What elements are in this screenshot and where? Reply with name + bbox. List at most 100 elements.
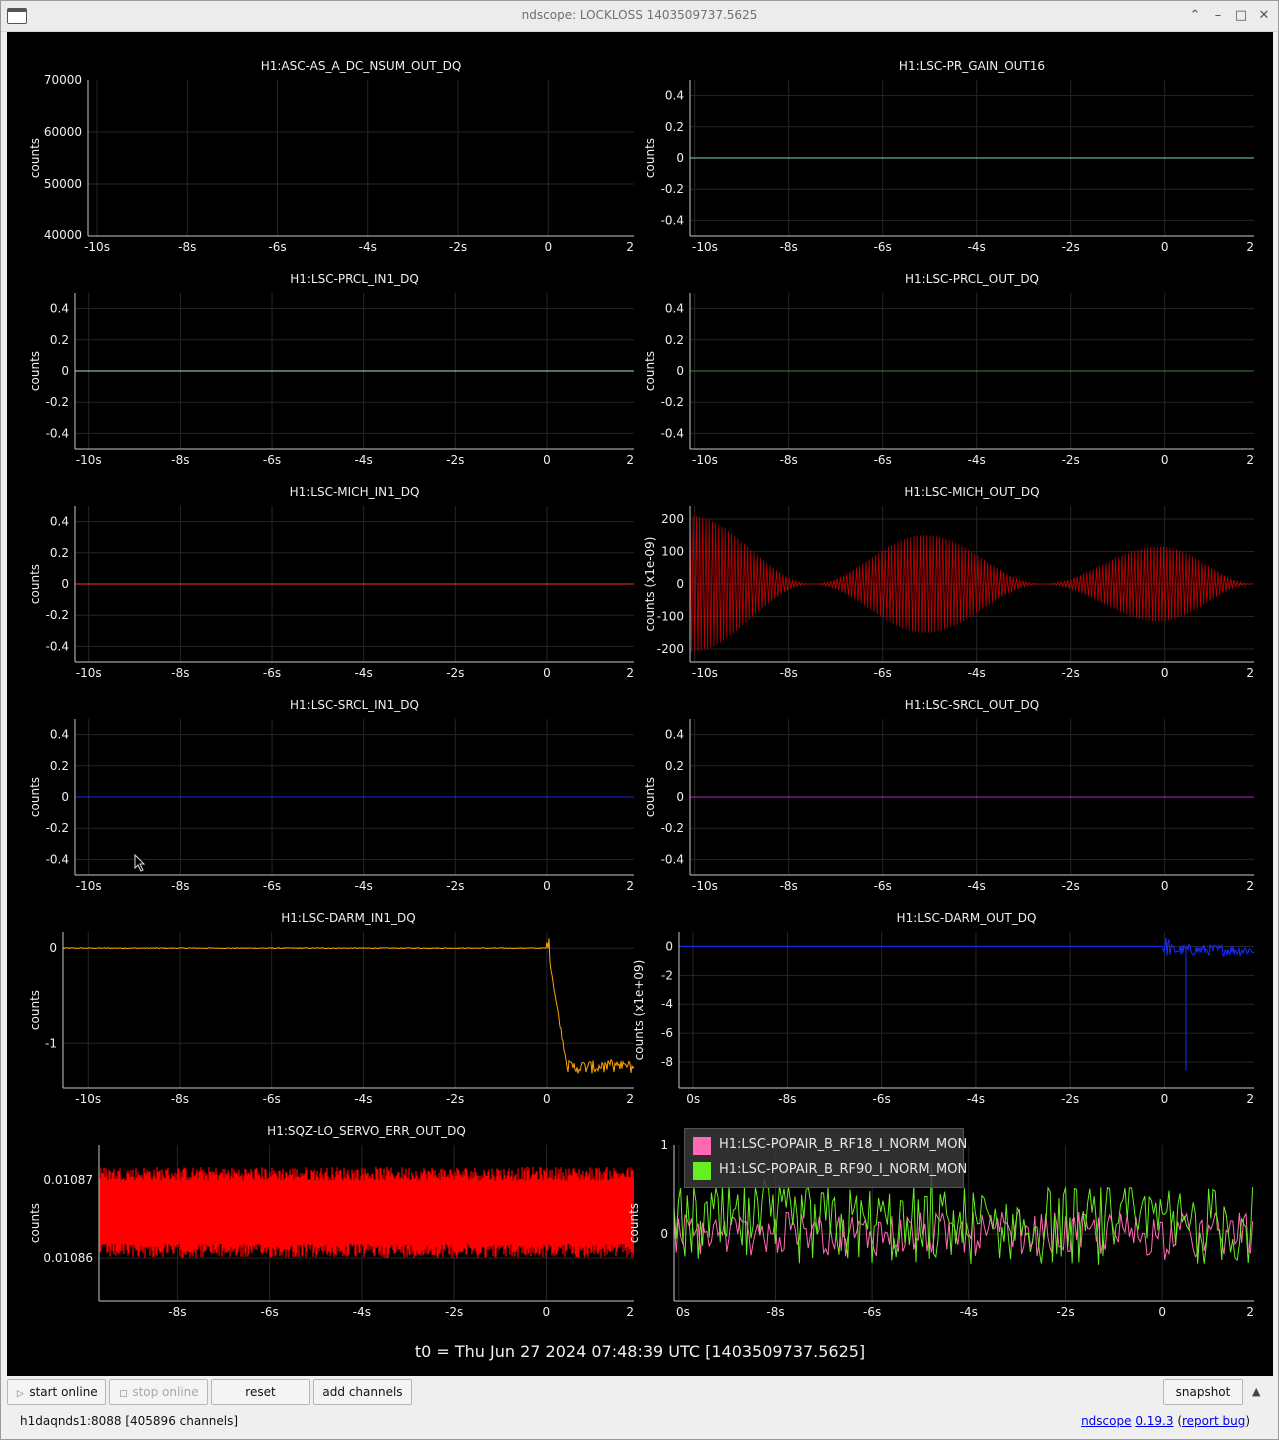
plot-3[interactable]: -10s -8s -6s -4s -2s 0 2 0.4 0.2 0 -0.2 -0.4 counts H… — [28, 272, 634, 467]
y-axis-label: counts (x1e-09) — [643, 536, 657, 631]
x-tick-label: -10s — [692, 879, 718, 893]
collapse-triangle-icon[interactable]: ▲ — [1252, 1385, 1261, 1398]
y-tick-label: -0.2 — [46, 821, 69, 835]
plot-title: H1:LSC-PR_GAIN_OUT16 — [899, 59, 1045, 73]
x-tick-label: -4s — [968, 879, 986, 893]
x-tick-label: -6s — [263, 453, 281, 467]
legend-swatch-green — [693, 1162, 711, 1180]
plot-5[interactable]: -10s -8s -6s -4s -2s 0 2 0.4 0.2 0 -0.2 -0.4 counts H… — [28, 485, 634, 680]
version-link[interactable]: 0.19.3 — [1135, 1414, 1174, 1428]
plot-area[interactable]: -10s -8s -6s -4s -2s 0 2 70000 60000 50000 40000 co… — [7, 32, 1273, 1376]
plot-2[interactable]: -10s -8s -6s -4s -2s 0 2 0.4 0.2 0 -0.2 -0.4 counts H… — [643, 59, 1254, 254]
plot-8[interactable]: -10s -8s -6s -4s -2s 0 2 0.4 0.2 0 -0.2 -0.4 counts H… — [643, 698, 1254, 893]
snapshot-button[interactable]: snapshot — [1163, 1379, 1243, 1405]
y-tick-label: -4 — [661, 997, 673, 1011]
x-tick-label: -6s — [874, 879, 892, 893]
plot-12[interactable]: 0s -8s -6s -4s -2s 0 2 1 0 counts — [627, 1138, 1254, 1319]
y-tick-label: -0.2 — [46, 608, 69, 622]
plot-title: H1:LSC-PRCL_OUT_DQ — [905, 272, 1039, 286]
y-axis-label: counts (x1e+09) — [632, 960, 646, 1061]
y-axis-label: counts — [627, 1203, 641, 1243]
x-tick-label: -4s — [968, 453, 986, 467]
x-tick-label: -2s — [446, 1092, 464, 1106]
reset-button[interactable]: reset — [211, 1379, 310, 1405]
x-tick-label: 0 — [543, 453, 551, 467]
plot-4[interactable]: -10s -8s -6s -4s -2s 0 2 0.4 0.2 0 -0.2 -0.4 counts H… — [643, 272, 1254, 467]
y-tick-label: -0.4 — [661, 426, 684, 440]
report-bug-link[interactable]: report bug — [1182, 1414, 1246, 1428]
stop-online-button[interactable]: ▢ stop online — [109, 1379, 208, 1405]
x-tick-label: 2 — [626, 453, 634, 467]
y-tick-label: 1 — [660, 1138, 668, 1152]
x-tick-label: -8s — [780, 879, 798, 893]
x-tick-label: -4s — [960, 1305, 978, 1319]
x-tick-label: -10s — [692, 453, 718, 467]
x-tick-label: -2s — [1062, 240, 1080, 254]
y-tick-label: 0.01086 — [43, 1251, 93, 1265]
y-tick-label: 0.4 — [665, 728, 684, 742]
y-axis-label: counts — [643, 351, 657, 391]
series-line — [674, 1209, 1254, 1261]
chevron-up-icon[interactable]: ⌃ — [1189, 8, 1201, 23]
about-links: ndscope 0.19.3 (report bug) — [1081, 1414, 1250, 1428]
mouse-cursor-icon — [134, 853, 146, 872]
x-tick-label: -4s — [359, 240, 377, 254]
minimize-icon[interactable]: – — [1214, 8, 1222, 23]
x-tick-label: -10s — [76, 666, 102, 680]
window-title: ndscope: LOCKLOSS 1403509737.5625 — [521, 8, 758, 22]
plot-6[interactable]: -10s -8s -6s -4s -2s 0 2 200 100 0 -100 -200counts … — [643, 485, 1254, 680]
x-tick-label: -6s — [874, 240, 892, 254]
y-tick-label: 0 — [61, 790, 69, 804]
x-tick-label: -4s — [354, 1092, 372, 1106]
y-tick-label: 0 — [676, 790, 684, 804]
add-channels-button[interactable]: add channels — [313, 1379, 412, 1405]
x-tick-label: -6s — [268, 240, 286, 254]
x-tick-label: -8s — [171, 1092, 189, 1106]
plot-1[interactable]: -10s -8s -6s -4s -2s 0 2 70000 60000 50000 40000 co… — [28, 59, 634, 254]
x-tick-label: -10s — [692, 666, 718, 680]
x-tick-label: -2s — [1062, 666, 1080, 680]
y-tick-label: -0.4 — [661, 852, 684, 866]
plots-canvas[interactable]: -10s -8s -6s -4s -2s 0 270000600005000040000co… — [7, 32, 1273, 1376]
x-tick-label: -2s — [1062, 453, 1080, 467]
y-tick-label: 50000 — [44, 177, 82, 191]
plot-title: H1:LSC-MICH_IN1_DQ — [290, 485, 420, 499]
plot-7[interactable]: -10s -8s -6s -4s -2s 0 2 0.4 0.2 0 -0.2 -0.4 counts H… — [28, 698, 634, 893]
plot-title: H1:LSC-SRCL_OUT_DQ — [905, 698, 1039, 712]
y-tick-label: -200 — [657, 642, 684, 656]
y-tick-label: 40000 — [44, 228, 82, 242]
toolbar: ▷ start online ▢ stop online reset add cha… — [1, 1377, 1278, 1409]
y-tick-label: -0.2 — [46, 395, 69, 409]
app-icon — [7, 8, 27, 24]
x-tick-label: 0 — [1158, 1305, 1166, 1319]
x-tick-label: 0 — [1161, 240, 1169, 254]
close-icon[interactable]: ✕ — [1258, 8, 1270, 23]
series-band — [99, 1166, 634, 1258]
x-tick-label: 2 — [1246, 1092, 1254, 1106]
x-tick-label: -4s — [967, 1092, 985, 1106]
ndscope-link[interactable]: ndscope — [1081, 1414, 1132, 1428]
plot-series — [63, 938, 634, 1074]
plot-title: H1:LSC-DARM_OUT_DQ — [897, 911, 1037, 925]
y-axis-label: counts — [28, 564, 42, 604]
x-tick-label: -6s — [863, 1305, 881, 1319]
series-line — [690, 515, 1254, 653]
plot-10[interactable]: 0s -8s -6s -4s -2s 0 2 0 -2 -4 -6 -8 counts (x1e+09)… — [632, 911, 1254, 1106]
y-tick-label: 0.2 — [50, 546, 69, 560]
legend-swatch-pink — [693, 1137, 711, 1155]
start-online-button[interactable]: ▷ start online — [7, 1379, 106, 1405]
x-tick-label: -4s — [355, 666, 373, 680]
maximize-icon[interactable]: □ — [1234, 8, 1248, 23]
plot-title: H1:LSC-PRCL_IN1_DQ — [290, 272, 419, 286]
plot-legend: H1:LSC-POPAIR_B_RF18_I_NORM_MON H1:LSC-P… — [684, 1128, 967, 1188]
y-tick-label: 0.2 — [50, 333, 69, 347]
series-line — [63, 938, 634, 1074]
y-tick-label: -6 — [661, 1026, 673, 1040]
x-tick-label: -2s — [445, 1305, 463, 1319]
y-tick-label: 100 — [661, 545, 684, 559]
x-tick-label: 2 — [626, 240, 634, 254]
x-tick-label: -8s — [780, 666, 798, 680]
x-tick-label: 2 — [626, 1092, 634, 1106]
